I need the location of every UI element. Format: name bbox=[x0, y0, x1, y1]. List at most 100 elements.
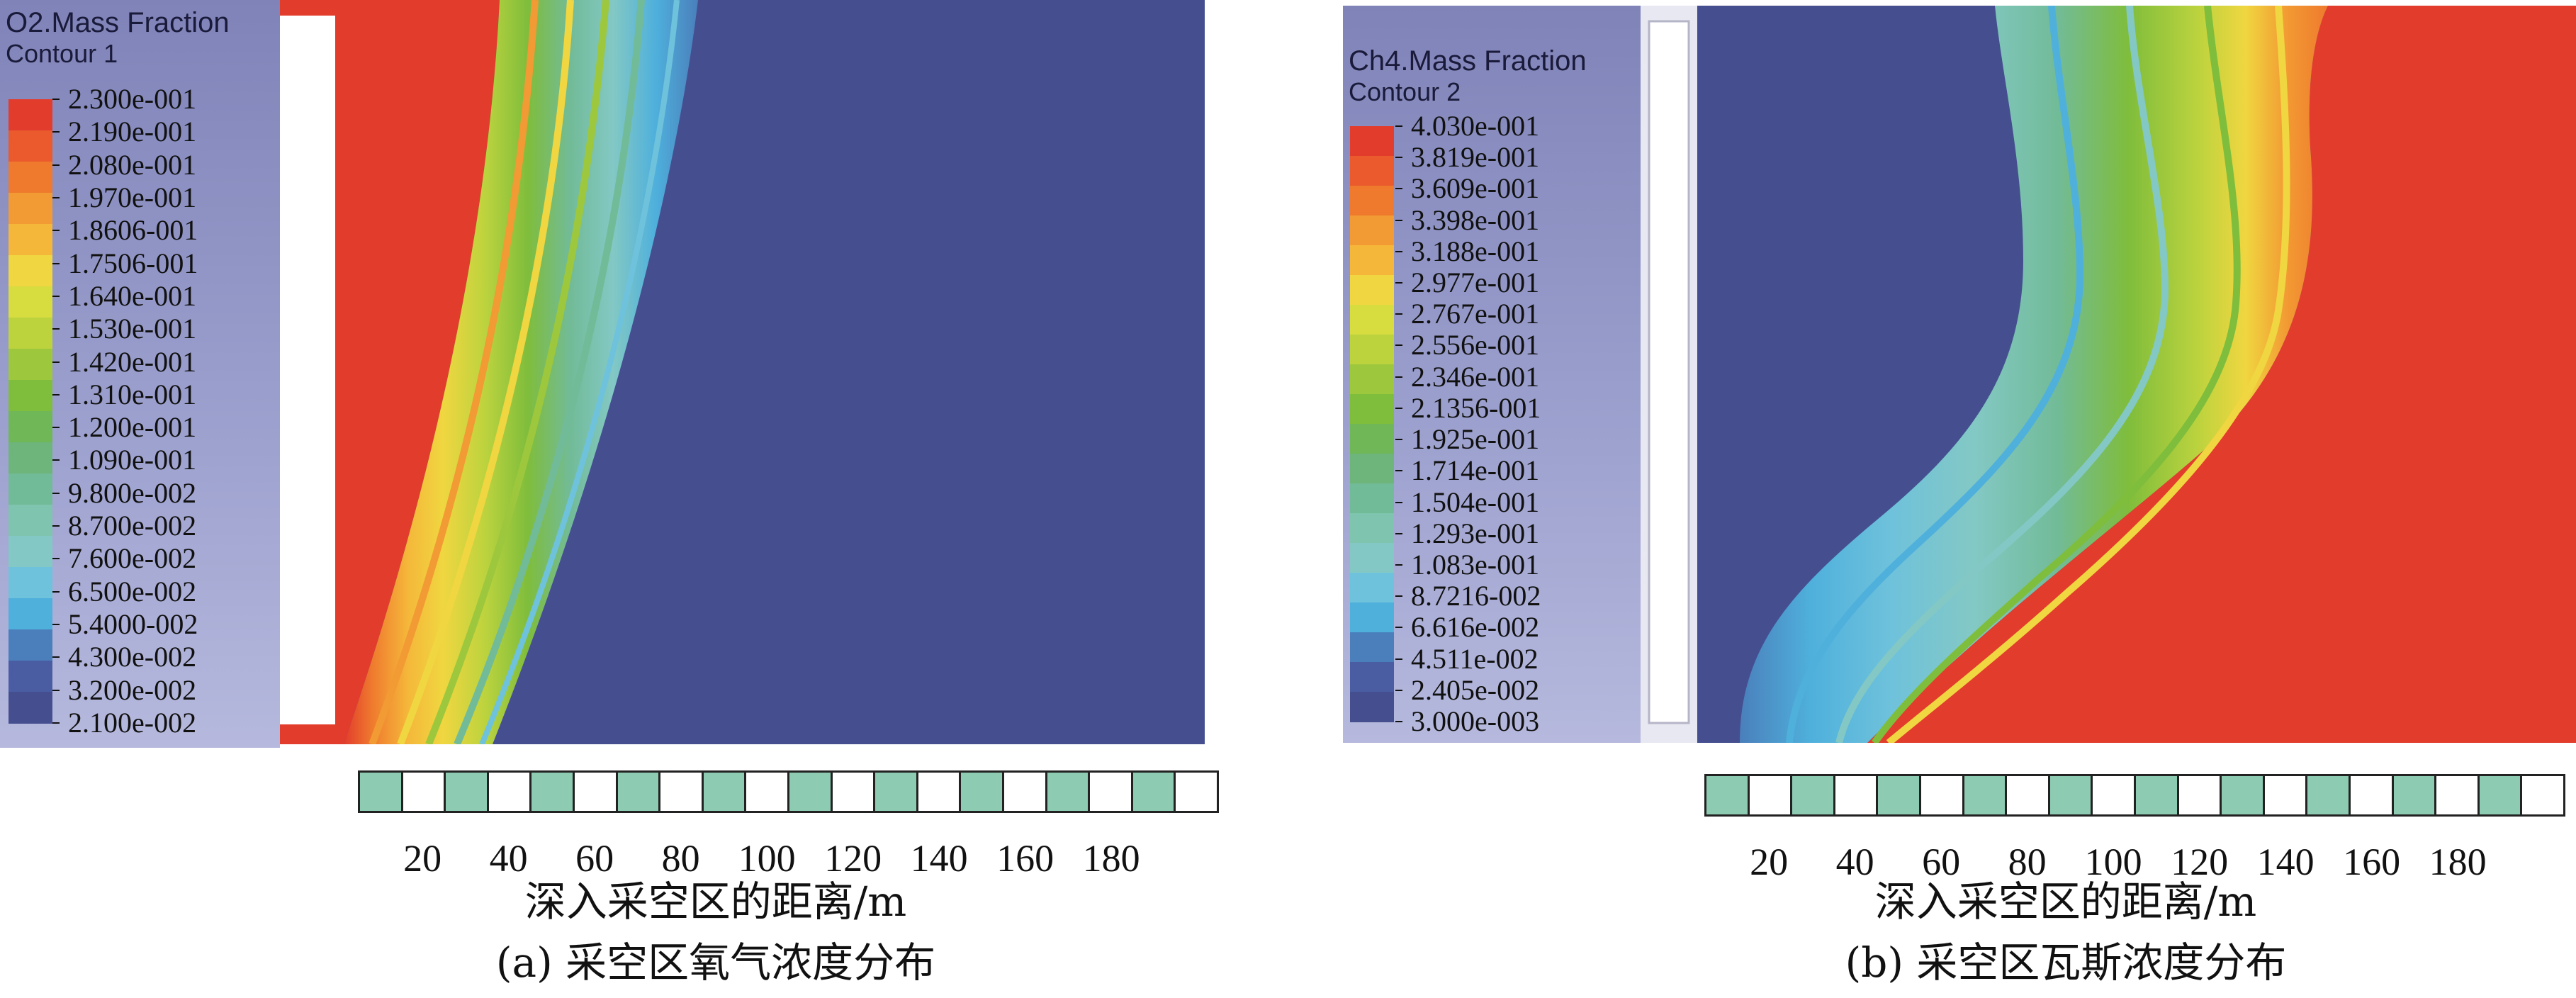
legend-tick bbox=[52, 196, 60, 198]
scale-cell bbox=[403, 773, 446, 811]
legend-tick bbox=[52, 164, 60, 166]
legend-tick bbox=[52, 492, 60, 494]
legend-title: O2.Mass Fraction bbox=[6, 7, 230, 38]
legend-swatch bbox=[1350, 424, 1394, 454]
legend-tick bbox=[1395, 188, 1402, 190]
legend-tick-label: 2.100e-002 bbox=[68, 707, 197, 739]
scale-cell bbox=[1090, 773, 1133, 811]
legend-tick-label: 1.200e-001 bbox=[68, 411, 197, 444]
oxygen-contour-plot bbox=[280, 0, 1205, 744]
distance-scale-bar bbox=[1704, 774, 2565, 817]
scale-cell bbox=[2093, 776, 2136, 814]
scale-cell bbox=[360, 773, 403, 811]
legend-tick-label: 1.925e-001 bbox=[1411, 423, 1540, 456]
scale-cell bbox=[703, 773, 747, 811]
scale-number: 180 bbox=[2429, 841, 2487, 883]
scale-cell bbox=[446, 773, 489, 811]
legend-tick-label: 2.346e-001 bbox=[1411, 360, 1540, 393]
legend-swatch bbox=[9, 411, 52, 443]
legend-subtitle: Contour 2 bbox=[1349, 77, 1461, 106]
legend-tick bbox=[1395, 250, 1402, 252]
scale-number: 180 bbox=[1082, 837, 1140, 880]
legend-tick-label: 8.7216-002 bbox=[1411, 580, 1541, 612]
legend-tick-label: 3.609e-001 bbox=[1411, 172, 1540, 205]
legend-tick-label: 8.700e-002 bbox=[68, 510, 197, 542]
legend-tick bbox=[1395, 564, 1402, 566]
legend-swatch bbox=[1350, 126, 1394, 157]
legend-swatch bbox=[9, 349, 52, 381]
legend-swatch bbox=[9, 193, 52, 225]
legend-swatch bbox=[9, 629, 52, 661]
legend-swatch bbox=[1350, 275, 1394, 305]
legend-tick-label: 3.200e-002 bbox=[68, 673, 197, 706]
legend-tick bbox=[1395, 627, 1402, 629]
scale-number: 100 bbox=[738, 837, 796, 880]
legend-tick bbox=[1395, 721, 1402, 722]
legend-swatch bbox=[9, 442, 52, 474]
legend-tick-label: 2.1356-001 bbox=[1411, 391, 1541, 424]
legend-swatch bbox=[1350, 156, 1394, 186]
legend-tick bbox=[52, 328, 60, 330]
distance-scale-bar bbox=[358, 770, 1219, 813]
legend-swatch bbox=[1350, 662, 1394, 693]
legend-swatch bbox=[1350, 483, 1394, 514]
legend-tick-label: 1.970e-001 bbox=[68, 181, 197, 213]
scale-number: 40 bbox=[489, 837, 528, 880]
legend-swatch bbox=[9, 598, 52, 630]
legend-tick bbox=[52, 427, 60, 429]
scale-cell bbox=[2522, 776, 2563, 814]
legend-tick-label: 2.556e-001 bbox=[1411, 329, 1540, 361]
legend-swatch bbox=[9, 505, 52, 537]
scale-number: 20 bbox=[403, 837, 442, 880]
scale-cell bbox=[1706, 776, 1750, 814]
oxygen-legend: O2.Mass Fraction Contour 1 2.300e-001 2.1… bbox=[0, 0, 280, 748]
legend-tick bbox=[1395, 344, 1402, 347]
scale-number: 120 bbox=[824, 837, 882, 880]
scale-number: 140 bbox=[2256, 841, 2315, 883]
scale-cell bbox=[2049, 776, 2093, 814]
panel-oxygen: O2.Mass Fraction Contour 1 2.300e-001 2.1… bbox=[0, 0, 1219, 998]
scale-number: 120 bbox=[2171, 841, 2229, 883]
scale-cell bbox=[1920, 776, 1964, 814]
legend-swatch bbox=[1350, 692, 1394, 722]
legend-tick bbox=[1395, 470, 1402, 472]
legend-tick bbox=[1395, 407, 1402, 409]
legend-swatch bbox=[9, 318, 52, 349]
legend-tick-label: 9.800e-002 bbox=[68, 476, 197, 509]
scale-cell bbox=[2479, 776, 2523, 814]
legend-tick-label: 4.030e-001 bbox=[1411, 110, 1540, 142]
legend-tick bbox=[1395, 313, 1402, 315]
scale-cell bbox=[789, 773, 833, 811]
legend-tick bbox=[52, 722, 60, 724]
scale-cell bbox=[2222, 776, 2265, 814]
legend-tick bbox=[52, 525, 60, 527]
legend-swatch bbox=[1350, 632, 1394, 663]
legend-swatch bbox=[9, 99, 52, 131]
legend-tick bbox=[52, 656, 60, 658]
legend-tick-label: 1.8606-001 bbox=[68, 214, 198, 247]
scale-cell bbox=[2264, 776, 2308, 814]
legend-tick-label: 2.767e-001 bbox=[1411, 298, 1540, 330]
legend-swatch bbox=[9, 473, 52, 505]
scale-cell bbox=[961, 773, 1004, 811]
legend-tick bbox=[52, 590, 60, 593]
legend-tick-label: 6.500e-002 bbox=[68, 575, 197, 607]
legend-swatch bbox=[1350, 364, 1394, 395]
scale-number: 80 bbox=[661, 837, 700, 880]
legend-subtitle: Contour 1 bbox=[6, 39, 118, 68]
scale-cell bbox=[918, 773, 962, 811]
figure-caption: (b) 采空区瓦斯浓度分布 bbox=[1845, 938, 2287, 987]
legend-tick-label: 4.511e-002 bbox=[1411, 642, 1539, 675]
scale-cell bbox=[875, 773, 918, 811]
legend-swatch bbox=[1350, 245, 1394, 276]
scale-number: 140 bbox=[910, 837, 968, 880]
legend-tick bbox=[52, 624, 60, 626]
legend-swatch bbox=[9, 567, 52, 599]
legend-tick bbox=[1395, 157, 1402, 159]
scale-cell bbox=[488, 773, 532, 811]
scale-cell bbox=[660, 773, 704, 811]
legend-tick-label: 1.310e-001 bbox=[68, 378, 197, 410]
axis-title: 深入采空区的距离/m bbox=[1874, 878, 2257, 926]
axis-title: 深入采空区的距离/m bbox=[524, 878, 907, 926]
scale-cell bbox=[2007, 776, 2050, 814]
